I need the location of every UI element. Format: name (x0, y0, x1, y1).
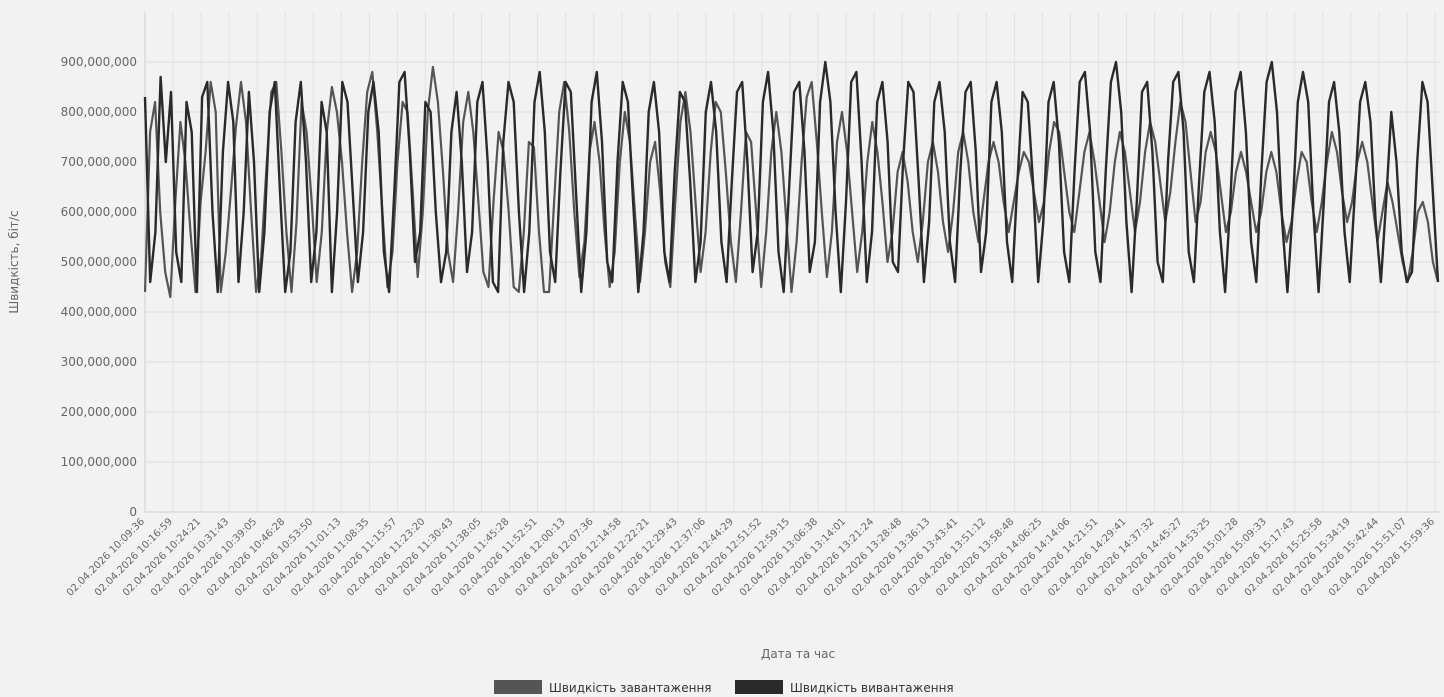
legend: Швидкість завантаження Швидкість виванта… (494, 680, 954, 695)
y-axis-ticks: 0 100,000,000 200,000,000 300,000,000 400,00… (61, 55, 137, 519)
series-line-download (143, 65, 1440, 299)
legend-label-upload: Швидкість вивантаження (790, 681, 954, 695)
y-tick-label: 800,000,000 (61, 105, 137, 119)
series-line-upload (143, 60, 1440, 294)
y-tick-label: 0 (129, 505, 137, 519)
y-tick-label: 300,000,000 (61, 355, 137, 369)
y-tick-label: 500,000,000 (61, 255, 137, 269)
grid (144, 12, 1440, 513)
legend-label-download: Швидкість завантаження (549, 681, 712, 695)
x-axis-title: Дата та час (761, 647, 835, 661)
y-tick-label: 100,000,000 (61, 455, 137, 469)
y-tick-label: 700,000,000 (61, 155, 137, 169)
series-lines (143, 60, 1440, 299)
legend-swatch-download (494, 680, 542, 694)
y-tick-label: 200,000,000 (61, 405, 137, 419)
y-tick-label: 400,000,000 (61, 305, 137, 319)
y-tick-label: 900,000,000 (61, 55, 137, 69)
y-tick-label: 600,000,000 (61, 205, 137, 219)
y-axis-title: Швидкість, біт/с (7, 210, 21, 313)
legend-swatch-upload (735, 680, 783, 694)
